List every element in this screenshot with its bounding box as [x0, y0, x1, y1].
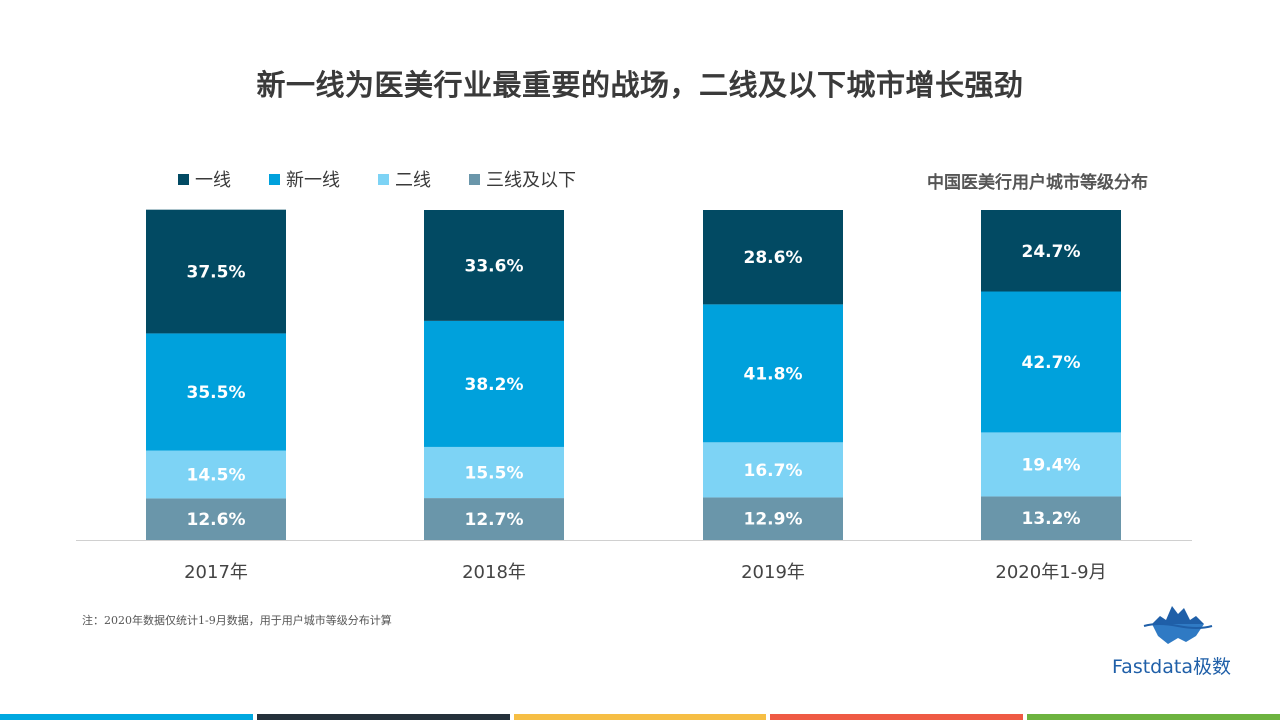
bar-segment-tier2	[703, 442, 843, 498]
page-title: 新一线为医美行业最重要的战场，二线及以下城市增长强劲	[256, 68, 1024, 102]
data-label: 42.7%	[1022, 353, 1081, 373]
x-tick-label: 2019年	[741, 562, 805, 583]
legend-label-tier1: 一线	[195, 170, 231, 191]
legend-item-tier1: 一线	[178, 166, 231, 192]
iceberg-logo-icon	[1143, 606, 1213, 644]
data-label: 35.5%	[187, 383, 246, 403]
chart-subtitle: 中国医美行用户城市等级分布	[927, 173, 1148, 193]
data-label: 19.4%	[1022, 455, 1081, 475]
data-label: 16.7%	[744, 461, 803, 481]
bar-segment-tier3-below	[424, 498, 564, 540]
bottom-bar-segment	[513, 714, 767, 720]
data-label: 12.6%	[187, 510, 246, 530]
bar-segment-tier1	[703, 210, 843, 305]
data-label: 37.5%	[187, 263, 246, 283]
legend-item-tier2: 二线	[378, 166, 431, 192]
data-label: 41.8%	[744, 364, 803, 384]
data-label: 38.2%	[465, 375, 524, 395]
bottom-bar-segment	[0, 714, 253, 720]
data-label: 15.5%	[465, 464, 524, 484]
bar-segment-new-tier1	[424, 320, 564, 447]
bar-segment-tier1	[424, 210, 564, 321]
bar-segment-tier2	[424, 446, 564, 499]
bar-segment-new-tier1	[703, 304, 843, 443]
bar-segment-tier3-below	[146, 498, 286, 540]
legend-swatch-tier3-below	[469, 173, 480, 185]
x-tick-label: 2018年	[462, 562, 526, 583]
legend-swatch-tier1	[178, 173, 189, 185]
data-label: 14.5%	[187, 465, 246, 485]
chart-legend: 一线 新一线 二线 三线及以下	[178, 167, 614, 191]
legend-item-new-tier1: 新一线	[269, 166, 340, 192]
bar-segment-tier1	[981, 210, 1121, 292]
bar-segment-tier3-below	[703, 497, 843, 540]
legend-swatch-new-tier1	[269, 173, 280, 185]
bottom-bar-segment	[770, 714, 1024, 720]
x-tick-label: 2017年	[184, 562, 248, 583]
data-label: 28.6%	[744, 248, 803, 268]
legend-swatch-tier2	[378, 173, 389, 185]
legend-label-tier2: 二线	[395, 170, 431, 191]
chart-svg: 12.6% 14.5% 35.5% 37.5% 2017年 12.7% 15.5% 38.2%…	[76, 209, 1192, 583]
data-label: 24.7%	[1022, 242, 1081, 262]
legend-label-new-tier1: 新一线	[286, 170, 340, 191]
bottom-bar-segment	[256, 714, 510, 720]
footnote: 注：2020年数据仅统计1-9月数据，用于用户城市等级分布计算	[82, 614, 392, 627]
bar-segment-tier3-below	[981, 496, 1121, 540]
bar-segment-tier2	[981, 432, 1121, 497]
stacked-bar-chart: 12.6% 14.5% 35.5% 37.5% 2017年 12.7% 15.5% 38.2%…	[0, 200, 1280, 600]
bar-segment-tier1	[146, 209, 286, 334]
logo-text: Fastdata极数	[1112, 656, 1231, 678]
bar-segment-new-tier1	[981, 291, 1121, 433]
legend-item-tier3-below: 三线及以下	[469, 166, 576, 192]
bar-segment-tier2	[146, 450, 286, 499]
legend-label-tier3-below: 三线及以下	[486, 170, 576, 191]
bottom-bar-segment	[1027, 714, 1280, 720]
data-label: 33.6%	[465, 256, 524, 276]
data-label: 12.7%	[465, 510, 524, 530]
bottom-color-bar	[0, 714, 1280, 720]
bar-segment-new-tier1	[146, 333, 286, 451]
x-tick-label: 2020年1-9月	[995, 562, 1106, 583]
data-label: 12.9%	[744, 510, 803, 530]
data-label: 13.2%	[1022, 509, 1081, 529]
